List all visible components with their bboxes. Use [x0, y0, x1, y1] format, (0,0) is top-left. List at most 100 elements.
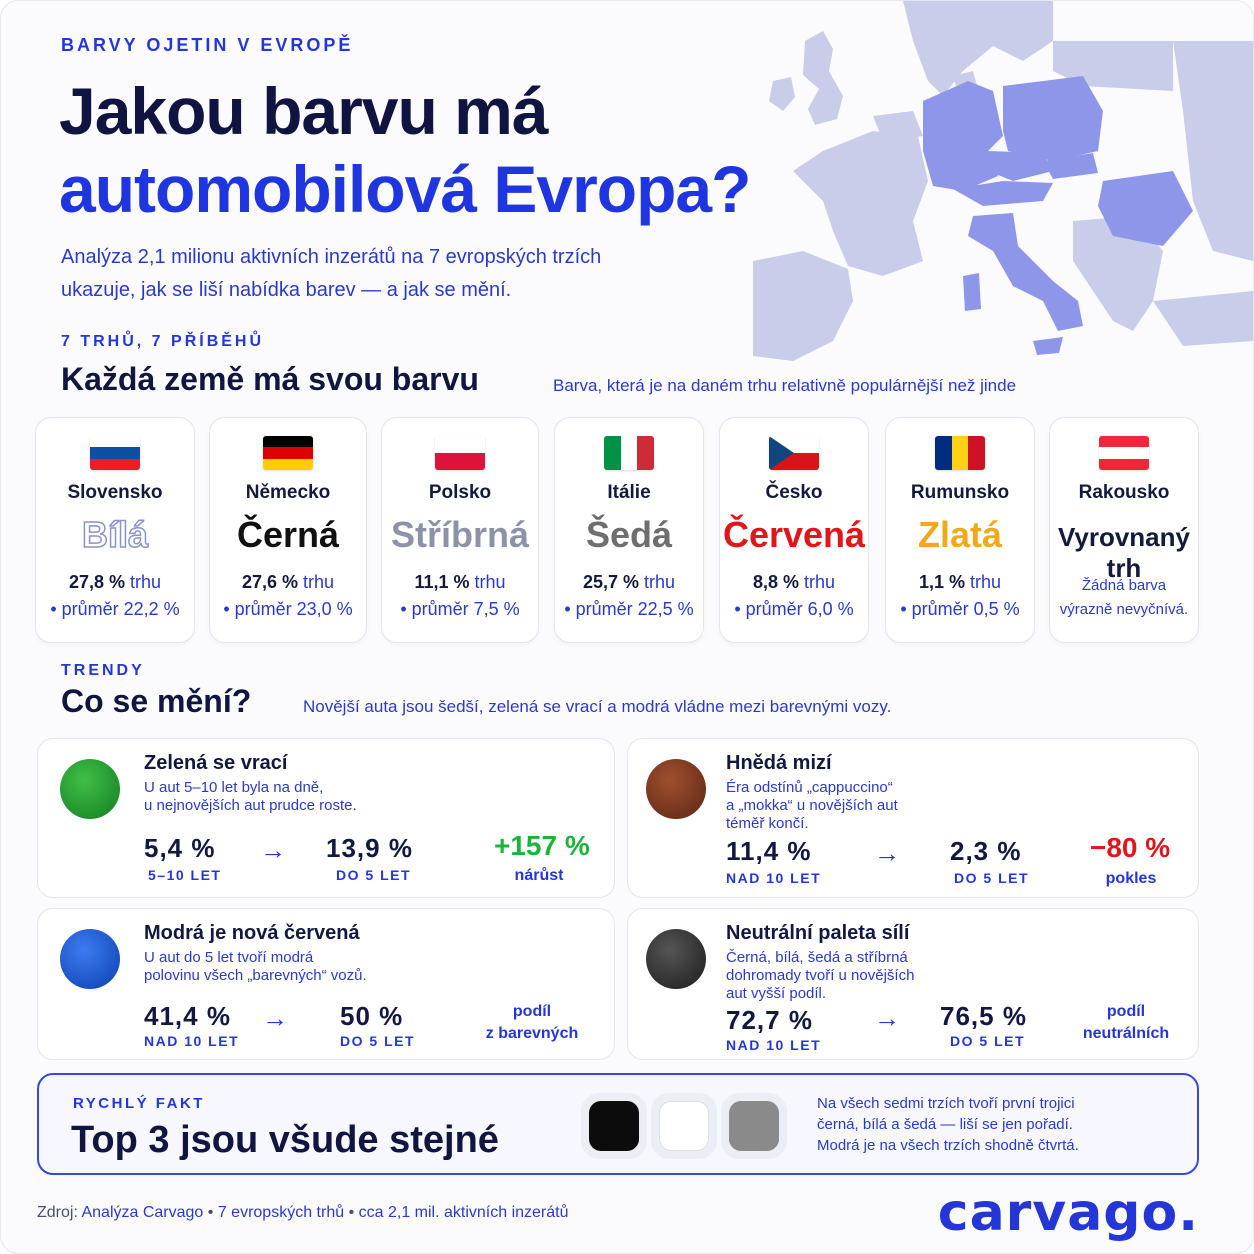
trend-from-value: 5,4 % — [144, 833, 216, 863]
trend-delta: +157 % — [494, 830, 590, 861]
trend-delta-label: podíl z barevných — [485, 1003, 579, 1042]
arrow-right-icon: → — [262, 1003, 288, 1033]
country-card-germany: Německo Černá 27,6 % trhu • průměr 23,0 … — [209, 417, 367, 643]
trend-from-label: NAD 10 LET — [726, 870, 822, 886]
trend-to-label: DO 5 LET — [336, 867, 412, 883]
country-share: 1,1 % trhu — [918, 572, 1002, 592]
country-name: Česko — [765, 482, 823, 503]
trend-from-label: NAD 10 LET — [144, 1033, 240, 1049]
map-iberia — [753, 251, 853, 361]
trends-heading: Co se mění? — [61, 683, 252, 719]
country-average: • průměr 22,5 % — [564, 599, 694, 619]
source-item: 7 evropských trhů — [217, 1204, 345, 1221]
country-color-word: Zlatá — [917, 514, 1003, 555]
arrow-right-icon: → — [874, 1003, 900, 1033]
map-germany — [923, 81, 1003, 191]
trend-delta-label: pokles — [1105, 870, 1157, 887]
austria-flag — [1099, 436, 1149, 470]
trend-title: Hnědá mizí — [726, 752, 832, 774]
trend-to-label: DO 5 LET — [954, 870, 1030, 886]
lead-paragraph: Analýza 2,1 milionu aktivních inzerátů n… — [61, 241, 701, 307]
quick-fact-title: Top 3 jsou všude stejné — [71, 1119, 499, 1161]
trend-to-label: DO 5 LET — [340, 1033, 416, 1049]
trend-title: Modrá je nová červená — [144, 922, 360, 944]
map-czechia — [988, 151, 1053, 181]
quick-fact-box: RYCHLÝ FAKT Top 3 jsou všude stejné Na v… — [37, 1073, 1199, 1175]
trend-delta-label: podíl neutrálních — [1082, 1003, 1170, 1042]
trend-delta: −80 % — [1090, 832, 1171, 863]
trend-card-neutral: Neutrální paleta sílí Černá, bílá, šedá … — [627, 908, 1199, 1060]
neutral-color-dot — [646, 929, 706, 989]
trend-from-label: 5–10 LET — [148, 867, 222, 883]
trend-to-value: 2,3 % — [950, 836, 1022, 866]
trend-description: Éra odstínů „cappuccino“ a „mokka“ u nov… — [726, 779, 898, 832]
country-color-word: Červená — [722, 514, 866, 555]
white-swatch — [651, 1093, 717, 1159]
country-color-word: Černá — [236, 514, 340, 555]
country-share: 25,7 % trhu — [582, 572, 676, 592]
country-color-word: Bílá — [81, 513, 149, 556]
map-east — [1173, 41, 1253, 261]
arrow-right-icon: → — [260, 835, 286, 865]
slovakia-flag — [90, 436, 140, 470]
map-sicily — [1033, 337, 1063, 355]
country-color-word: Šedá — [585, 514, 673, 555]
country-share: 27,6 % trhu — [241, 572, 335, 592]
country-card-poland: Polsko Stříbrná 11,1 % trhu • průměr 7,5… — [381, 417, 539, 643]
map-france — [793, 131, 928, 276]
map-uk — [803, 31, 843, 125]
germany-flag — [263, 436, 313, 470]
czechia-flag — [769, 436, 819, 470]
page-title-line1: Jakou barvu má — [59, 74, 549, 148]
trend-description: U aut 5–10 let byla na dně, u nejnovější… — [144, 779, 357, 814]
country-name: Slovensko — [67, 482, 163, 503]
gray-swatch — [721, 1093, 787, 1159]
country-name: Rakousko — [1078, 482, 1170, 503]
country-average: • průměr 0,5 % — [900, 599, 1020, 619]
trend-to-value: 76,5 % — [940, 1001, 1027, 1031]
arrow-right-icon: → — [874, 838, 900, 868]
trend-card-green: Zelená se vrací U aut 5–10 let byla na d… — [37, 738, 615, 898]
trend-card-brown: Hnědá mizí Éra odstínů „cappuccino“ a „m… — [627, 738, 1199, 898]
map-italy — [968, 213, 1083, 331]
country-name: Itálie — [607, 482, 651, 503]
map-romania — [1098, 171, 1193, 246]
italy-flag — [604, 436, 654, 470]
trend-description: Černá, bílá, šedá a stříbrná dohromady t… — [726, 949, 915, 1002]
country-color-word: Vyrovnaný trh — [1058, 522, 1190, 583]
trend-from-label: NAD 10 LET — [726, 1037, 822, 1053]
blue-color-dot — [60, 929, 120, 989]
map-slovakia — [1043, 153, 1098, 179]
map-turkey — [1153, 291, 1253, 346]
map-sardinia — [963, 273, 981, 311]
source-item: cca 2,1 mil. aktivních inzerátů — [358, 1204, 569, 1221]
trend-card-blue: Modrá je nová červená U aut do 5 let tvo… — [37, 908, 615, 1060]
country-name: Rumunsko — [910, 482, 1010, 503]
lead-line: Analýza 2,1 milionu aktivních inzerátů n… — [61, 246, 602, 268]
trend-title: Zelená se vrací — [144, 752, 288, 774]
europe-map — [753, 1, 1253, 361]
trends-note: Novější auta jsou šedší, zelená se vrací… — [303, 697, 892, 716]
country-card-romania: Rumunsko Zlatá 1,1 % trhu • průměr 0,5 % — [885, 417, 1035, 643]
trend-from-value: 11,4 % — [726, 836, 812, 866]
trend-to-value: 50 % — [340, 1001, 404, 1031]
black-swatch — [581, 1093, 647, 1159]
carvago-logo: carvago. — [937, 1183, 1199, 1243]
country-average: • průměr 6,0 % — [734, 599, 854, 619]
map-poland — [1003, 76, 1103, 161]
map-austria — [953, 181, 1053, 206]
header-kicker: BARVY OJETIN V EVROPĚ — [61, 35, 354, 55]
country-share: 8,8 % trhu — [752, 572, 836, 592]
country-average: • průměr 22,2 % — [50, 599, 180, 619]
source-item: Analýza Carvago — [81, 1204, 204, 1221]
country-card-czechia: Česko Červená 8,8 % trhu • průměr 6,0 % — [719, 417, 869, 643]
country-card-slovakia: Slovensko Bílá 27,8 % trhu • průměr 22,2… — [35, 417, 195, 643]
country-share: 27,8 % trhu — [68, 572, 162, 592]
country-card-italy: Itálie Šedá 25,7 % trhu • průměr 22,5 % — [554, 417, 704, 643]
quick-fact-kicker: RYCHLÝ FAKT — [73, 1095, 205, 1112]
page-title-line2: automobilová Evropa? — [59, 152, 751, 226]
brown-color-dot — [646, 759, 706, 819]
source-label: Zdroj: — [37, 1204, 78, 1221]
green-color-dot — [60, 759, 120, 819]
